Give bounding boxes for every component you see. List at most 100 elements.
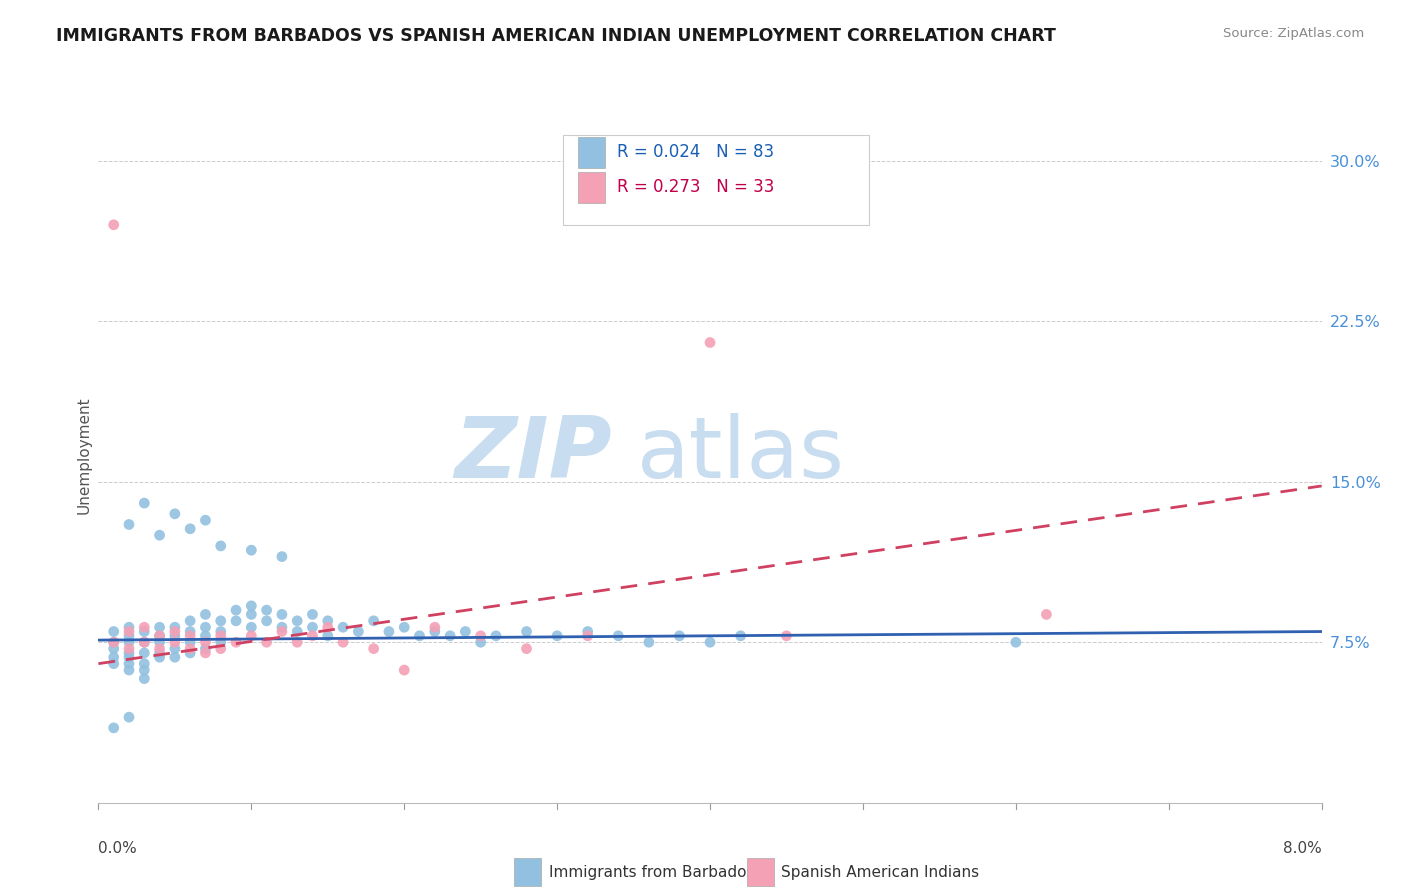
Point [485, 629, 508, 643]
Point [576, 624, 599, 639]
Bar [515, 858, 541, 887]
Point [285, 614, 308, 628]
Point [103, 635, 125, 649]
Point [103, 657, 125, 671]
Point [149, 629, 172, 643]
Point [225, 635, 247, 649]
Point [240, 607, 263, 622]
Point [256, 614, 278, 628]
Point [149, 620, 172, 634]
Point [194, 629, 217, 643]
Point [118, 624, 141, 639]
Point [1004, 635, 1026, 649]
Point [149, 646, 172, 660]
Point [118, 629, 141, 643]
Point [134, 496, 156, 510]
Point [225, 603, 247, 617]
Text: R = 0.024   N = 83: R = 0.024 N = 83 [617, 144, 775, 161]
Point [103, 641, 125, 656]
Point [179, 522, 201, 536]
Point [118, 710, 141, 724]
Point [378, 624, 401, 639]
Point [194, 635, 217, 649]
Bar [578, 172, 605, 203]
Point [134, 635, 156, 649]
Text: R = 0.273   N = 33: R = 0.273 N = 33 [617, 178, 775, 196]
Point [163, 629, 186, 643]
Point [118, 517, 141, 532]
Point [301, 607, 323, 622]
Point [316, 614, 339, 628]
Point [194, 607, 217, 622]
Point [209, 539, 232, 553]
Point [179, 629, 201, 643]
Point [240, 543, 263, 558]
Bar [747, 858, 773, 887]
Point [363, 614, 385, 628]
Point [301, 620, 323, 634]
Point [699, 635, 721, 649]
Point [163, 650, 186, 665]
Point [163, 635, 186, 649]
Point [270, 624, 294, 639]
Point [163, 641, 186, 656]
Point [209, 641, 232, 656]
Text: atlas: atlas [637, 413, 845, 497]
Point [209, 635, 232, 649]
Point [392, 663, 416, 677]
Point [285, 624, 308, 639]
Point [179, 646, 201, 660]
Point [347, 624, 370, 639]
Text: ZIP: ZIP [454, 413, 612, 497]
Point [332, 635, 354, 649]
Point [118, 646, 141, 660]
Text: 8.0%: 8.0% [1282, 841, 1322, 856]
Point [194, 641, 217, 656]
Point [179, 614, 201, 628]
Point [163, 620, 186, 634]
Text: 0.0%: 0.0% [98, 841, 138, 856]
Point [730, 629, 752, 643]
Text: Spanish American Indians: Spanish American Indians [780, 865, 979, 880]
Point [392, 620, 416, 634]
Point [423, 624, 446, 639]
Point [149, 635, 172, 649]
Point [270, 549, 294, 564]
Text: IMMIGRANTS FROM BARBADOS VS SPANISH AMERICAN INDIAN UNEMPLOYMENT CORRELATION CHA: IMMIGRANTS FROM BARBADOS VS SPANISH AMER… [56, 27, 1056, 45]
Point [240, 629, 263, 643]
Point [118, 657, 141, 671]
Point [134, 635, 156, 649]
Point [576, 629, 599, 643]
Bar [578, 137, 605, 169]
Point [194, 620, 217, 634]
Point [134, 657, 156, 671]
Point [179, 635, 201, 649]
Point [163, 507, 186, 521]
Point [118, 663, 141, 677]
Point [423, 620, 446, 634]
Point [179, 624, 201, 639]
Point [301, 629, 323, 643]
FancyBboxPatch shape [564, 135, 869, 226]
Point [470, 635, 492, 649]
Point [118, 650, 141, 665]
Point [194, 646, 217, 660]
Text: Immigrants from Barbados: Immigrants from Barbados [548, 865, 754, 880]
Point [103, 218, 125, 232]
Point [470, 629, 492, 643]
Point [408, 629, 430, 643]
Point [103, 624, 125, 639]
Point [607, 629, 630, 643]
Point [285, 635, 308, 649]
Point [439, 629, 461, 643]
Point [149, 641, 172, 656]
Y-axis label: Unemployment: Unemployment [76, 396, 91, 514]
Point [516, 641, 538, 656]
Point [1035, 607, 1057, 622]
Point [103, 635, 125, 649]
Point [270, 607, 294, 622]
Point [134, 646, 156, 660]
Point [149, 528, 172, 542]
Point [240, 599, 263, 613]
Point [699, 335, 721, 350]
